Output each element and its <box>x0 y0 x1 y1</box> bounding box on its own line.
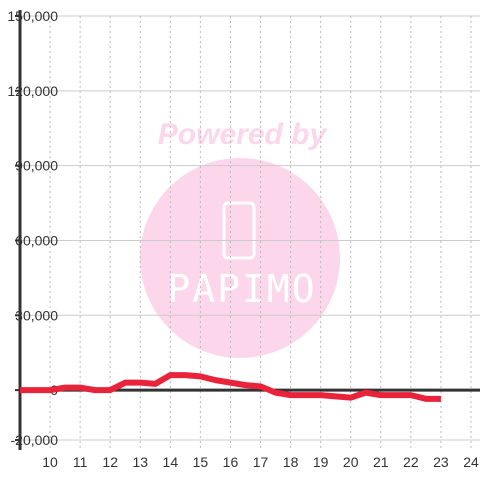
x-tick-label: 23 <box>433 454 449 470</box>
x-tick-label: 14 <box>163 454 179 470</box>
grid: -20,000030,00060,00090,000120,000150,000… <box>7 8 480 470</box>
y-tick-label: -20,000 <box>11 432 59 448</box>
x-tick-label: 15 <box>193 454 209 470</box>
y-tick-label: 90,000 <box>15 158 58 174</box>
x-tick-label: 22 <box>403 454 419 470</box>
y-tick-label: 60,000 <box>15 232 58 248</box>
x-tick-label: 16 <box>223 454 239 470</box>
watermark-phone <box>222 201 256 260</box>
x-tick-label: 13 <box>132 454 148 470</box>
x-tick-label: 24 <box>463 454 479 470</box>
x-tick-label: 18 <box>283 454 299 470</box>
x-tick-label: 21 <box>373 454 389 470</box>
series-line <box>20 372 441 402</box>
x-tick-label: 10 <box>42 454 58 470</box>
plot <box>20 372 441 402</box>
y-tick-label: 120,000 <box>7 83 58 99</box>
x-tick-label: 12 <box>102 454 118 470</box>
x-tick-label: 20 <box>343 454 359 470</box>
x-tick-label: 17 <box>253 454 269 470</box>
watermark-logo: PAPIMO <box>167 267 316 311</box>
x-tick-label: 19 <box>313 454 329 470</box>
x-tick-label: 11 <box>73 454 88 470</box>
y-tick-label: 150,000 <box>7 8 58 24</box>
watermark-text: Powered by <box>158 118 328 151</box>
y-tick-label: 30,000 <box>15 307 58 323</box>
